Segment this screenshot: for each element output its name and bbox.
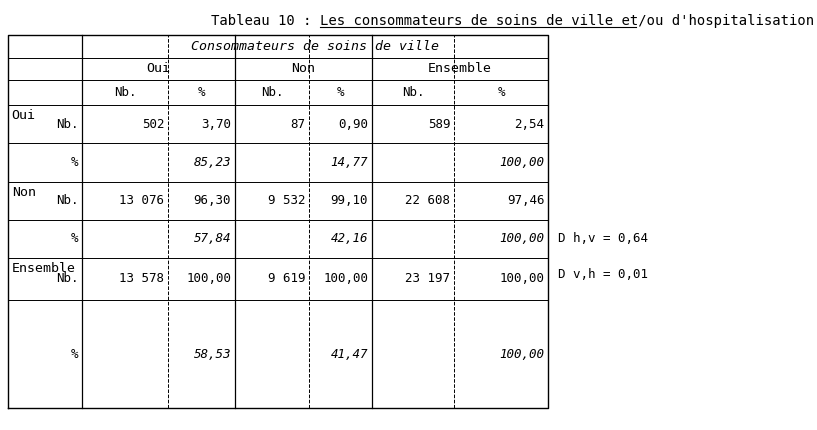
Text: 9 532: 9 532 <box>268 194 306 208</box>
Text: %: % <box>71 347 78 360</box>
Text: 42,16: 42,16 <box>331 233 368 246</box>
Text: 13 578: 13 578 <box>119 273 164 286</box>
Text: %: % <box>337 86 345 99</box>
Text: Non: Non <box>11 186 36 199</box>
Text: 13 076: 13 076 <box>119 194 164 208</box>
Text: Ensemble: Ensemble <box>11 262 76 275</box>
Text: 22 608: 22 608 <box>405 194 450 208</box>
Text: 502: 502 <box>142 117 164 130</box>
Text: Nb.: Nb. <box>56 117 78 130</box>
Text: Nb.: Nb. <box>402 86 424 99</box>
Text: 87: 87 <box>290 117 306 130</box>
Text: 2,54: 2,54 <box>515 117 544 130</box>
Text: Nb.: Nb. <box>56 194 78 208</box>
Text: D h,v = 0,64: D h,v = 0,64 <box>558 233 648 246</box>
Text: 589: 589 <box>428 117 450 130</box>
Text: 97,46: 97,46 <box>507 194 544 208</box>
Text: Nb.: Nb. <box>261 86 283 99</box>
Text: 100,00: 100,00 <box>186 273 231 286</box>
Text: D v,h = 0,01: D v,h = 0,01 <box>558 267 648 280</box>
Text: 9 619: 9 619 <box>268 273 306 286</box>
Text: 100,00: 100,00 <box>323 273 368 286</box>
Text: Les consommateurs de soins de ville et/ou d'hospitalisation: Les consommateurs de soins de ville et/o… <box>319 14 814 28</box>
Text: Oui: Oui <box>11 109 36 122</box>
Text: %: % <box>71 156 78 169</box>
Text: 96,30: 96,30 <box>194 194 231 208</box>
Text: 100,00: 100,00 <box>499 233 544 246</box>
Text: %: % <box>71 233 78 246</box>
Text: Nb.: Nb. <box>114 86 136 99</box>
Text: Ensemble: Ensemble <box>428 62 492 76</box>
Text: 100,00: 100,00 <box>499 347 544 360</box>
Text: 14,77: 14,77 <box>331 156 368 169</box>
Text: 100,00: 100,00 <box>499 273 544 286</box>
Text: %: % <box>498 86 505 99</box>
Text: Consommateurs de soins de ville: Consommateurs de soins de ville <box>191 40 440 53</box>
Text: 99,10: 99,10 <box>331 194 368 208</box>
Text: Non: Non <box>292 62 315 76</box>
Text: %: % <box>198 86 205 99</box>
Text: 0,90: 0,90 <box>338 117 368 130</box>
Text: 41,47: 41,47 <box>331 347 368 360</box>
Text: Tableau 10 :: Tableau 10 : <box>211 14 319 28</box>
Text: 85,23: 85,23 <box>194 156 231 169</box>
Text: 23 197: 23 197 <box>405 273 450 286</box>
Text: 58,53: 58,53 <box>194 347 231 360</box>
Text: 57,84: 57,84 <box>194 233 231 246</box>
Text: Nb.: Nb. <box>56 273 78 286</box>
Text: 3,70: 3,70 <box>201 117 231 130</box>
Text: 100,00: 100,00 <box>499 156 544 169</box>
Text: Oui: Oui <box>146 62 171 76</box>
